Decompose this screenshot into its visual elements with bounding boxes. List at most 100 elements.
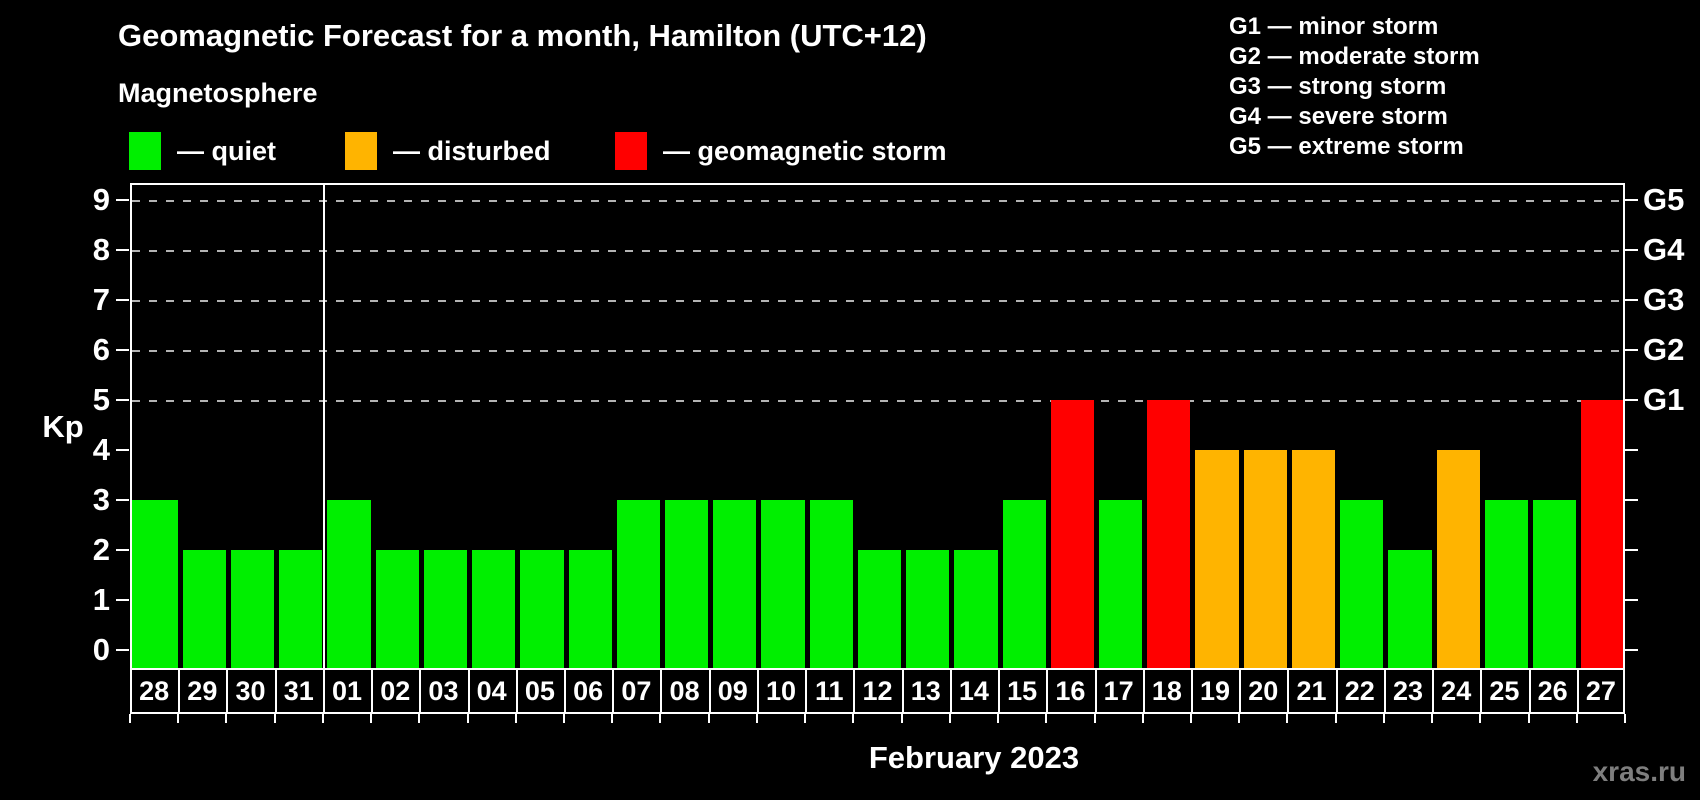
right-tick-0 <box>1625 649 1638 651</box>
date-cell-separator <box>515 670 518 712</box>
date-label-01: 01 <box>331 676 363 706</box>
disturbed-color-swatch <box>345 132 377 170</box>
date-cell-separator <box>419 670 422 712</box>
x-axis-minor-tick <box>755 714 758 723</box>
x-axis-minor-tick <box>370 714 373 723</box>
x-axis-minor-tick <box>129 714 131 723</box>
date-cell-separator <box>226 670 229 712</box>
date-cell-separator <box>1094 670 1097 712</box>
x-axis-minor-tick <box>1624 714 1626 723</box>
x-axis-minor-tick <box>225 714 228 723</box>
x-axis-minor-tick <box>997 714 1000 723</box>
date-label-24: 24 <box>1441 676 1472 706</box>
y-tick-label-0: 0 <box>92 632 110 667</box>
right-tick-5 <box>1625 399 1638 401</box>
kp-bar-19 <box>1195 450 1239 668</box>
x-axis-date-row: 28 29 30 31 01 02 03 04 05 06 07 08 09 10 11 12 13 14 15 16… <box>130 668 1625 714</box>
x-axis-minor-tick <box>1238 714 1241 723</box>
y-tick-label-6: 6 <box>92 332 110 367</box>
right-axis-label-G3: G3 <box>1643 282 1685 317</box>
date-cell-separator <box>853 670 856 712</box>
right-axis-label-G2: G2 <box>1643 332 1685 367</box>
right-axis-label-G4: G4 <box>1643 232 1685 267</box>
storm-scale-line: G5 — extreme storm <box>1229 133 1464 160</box>
legend-label-quiet: — quiet <box>177 135 276 166</box>
gridline-kp5 <box>132 400 1623 402</box>
date-cell-separator <box>274 670 277 712</box>
right-tick-7 <box>1625 299 1638 301</box>
date-cell-separator <box>1383 670 1386 712</box>
x-axis-minor-tick <box>514 714 517 723</box>
legend-label-storm: — geomagnetic storm <box>663 135 947 166</box>
date-label-19: 19 <box>1200 676 1231 706</box>
kp-bar-15 <box>1002 500 1046 668</box>
date-label-31: 31 <box>283 676 314 706</box>
y-tick-0 <box>116 649 129 651</box>
x-axis-minor-tick <box>1189 714 1192 723</box>
date-cell-separator <box>1287 670 1290 712</box>
kp-bar-04 <box>472 550 516 668</box>
x-axis-minor-tick <box>1479 714 1482 723</box>
kp-bar-27 <box>1581 400 1623 668</box>
date-cell-separator <box>901 670 904 712</box>
y-tick-label-2: 2 <box>92 532 110 567</box>
date-label-08: 08 <box>669 676 700 706</box>
date-cell-separator <box>1480 670 1483 712</box>
right-tick-8 <box>1625 249 1638 251</box>
watermark: xras.ru <box>1592 756 1686 787</box>
kp-bar-10 <box>761 500 805 668</box>
kp-bar-18 <box>1147 400 1191 668</box>
date-label-28: 28 <box>139 676 170 706</box>
date-label-13: 13 <box>910 676 941 706</box>
right-axis-label-G1: G1 <box>1643 382 1685 417</box>
y-tick-label-4: 4 <box>92 432 110 467</box>
magnetosphere-label: Magnetosphere <box>118 78 318 108</box>
date-label-12: 12 <box>862 676 893 706</box>
x-axis-minor-tick <box>707 714 710 723</box>
date-label-14: 14 <box>958 676 989 706</box>
kp-bar-05 <box>520 550 564 668</box>
y-tick-1 <box>116 599 129 601</box>
y-tick-9 <box>116 199 129 201</box>
date-cell-separator <box>467 670 470 712</box>
chart-title: Geomagnetic Forecast for a month, Hamilt… <box>118 18 927 53</box>
x-axis-minor-tick <box>563 714 566 723</box>
date-label-20: 20 <box>1248 676 1279 706</box>
gridline-kp6 <box>132 350 1623 352</box>
date-label-02: 02 <box>380 676 411 706</box>
gridline-kp7 <box>132 300 1623 302</box>
date-cell-separator <box>1142 670 1145 712</box>
y-tick-7 <box>116 299 129 301</box>
kp-bar-26 <box>1533 500 1577 668</box>
legend-item-disturbed: — disturbed <box>345 131 551 171</box>
right-tick-2 <box>1625 549 1638 551</box>
x-axis-minor-tick <box>1141 714 1144 723</box>
kp-bar-17 <box>1099 500 1143 668</box>
kp-bar-06 <box>568 550 612 668</box>
date-cell-separator <box>371 670 374 712</box>
x-axis-minor-tick <box>1093 714 1096 723</box>
date-cell-separator <box>660 670 663 712</box>
date-label-03: 03 <box>428 676 459 706</box>
date-cell-separator <box>805 670 808 712</box>
date-cell-separator <box>322 670 325 712</box>
date-label-23: 23 <box>1392 676 1423 706</box>
date-label-30: 30 <box>235 676 266 706</box>
date-label-25: 25 <box>1489 676 1520 706</box>
x-axis-minor-tick <box>1286 714 1289 723</box>
y-tick-label-3: 3 <box>92 482 110 517</box>
date-label-06: 06 <box>573 676 604 706</box>
date-label-05: 05 <box>524 676 555 706</box>
x-axis-minor-tick <box>659 714 662 723</box>
date-label-29: 29 <box>187 676 218 706</box>
x-axis-minor-tick <box>948 714 951 723</box>
date-label-11: 11 <box>814 676 844 706</box>
x-axis-minor-tick <box>177 714 180 723</box>
x-axis-minor-tick <box>804 714 807 723</box>
y-tick-label-5: 5 <box>92 382 110 417</box>
x-axis-minor-tick <box>1382 714 1385 723</box>
date-cell-separator <box>1190 670 1193 712</box>
x-axis-minor-tick <box>1527 714 1530 723</box>
right-tick-1 <box>1625 599 1638 601</box>
